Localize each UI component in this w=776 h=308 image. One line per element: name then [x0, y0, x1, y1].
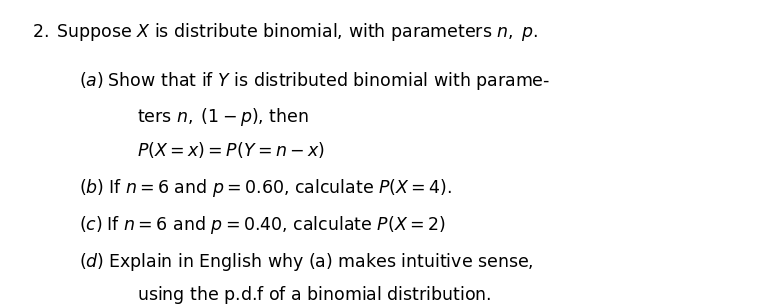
Text: $(a)\;\text{Show that if }Y\text{ is distributed binomial with parame-}$: $(a)\;\text{Show that if }Y\text{ is dis…	[78, 70, 550, 92]
Text: $2.\;\text{Suppose }X\text{ is distribute binomial, with parameters }n,\;p.$: $2.\;\text{Suppose }X\text{ is distribut…	[33, 21, 539, 43]
Text: $P(X=x)=P(Y=n-x)$: $P(X=x)=P(Y=n-x)$	[137, 140, 324, 160]
Text: $\text{using the p.d.f of a binomial distribution.}$: $\text{using the p.d.f of a binomial dis…	[137, 284, 491, 306]
Text: $\text{ters }n,\;(1-p)\text{, then}$: $\text{ters }n,\;(1-p)\text{, then}$	[137, 106, 309, 128]
Text: $(b)\;\text{If }n=6\text{ and }p=0.60\text{, calculate }P(X=4).$: $(b)\;\text{If }n=6\text{ and }p=0.60\te…	[78, 177, 452, 199]
Text: $(c)\;\text{If }n=6\text{ and }p=0.40\text{, calculate }P(X=2)$: $(c)\;\text{If }n=6\text{ and }p=0.40\te…	[78, 214, 445, 236]
Text: $(d)\;\text{Explain in English why (a) makes intuitive sense,}$: $(d)\;\text{Explain in English why (a) m…	[78, 251, 533, 273]
